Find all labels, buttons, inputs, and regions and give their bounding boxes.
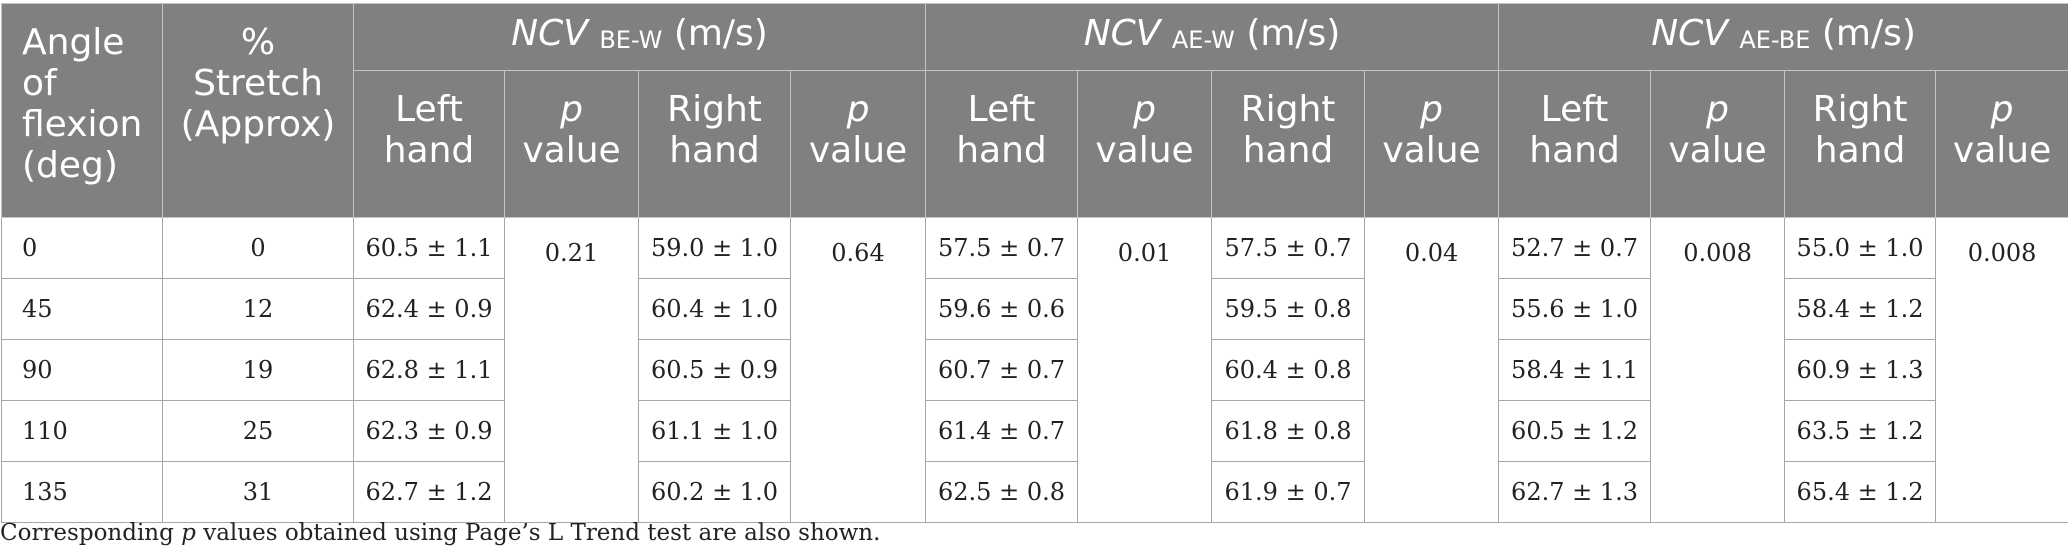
cell-stretch: 0	[162, 217, 354, 279]
cell-stretch: 25	[162, 400, 354, 462]
header-left-hand: Left hand	[925, 70, 1079, 218]
header-right-hand: Right hand	[638, 70, 791, 218]
data-table: Angle of flexion (deg) % Stretch (Approx) NCV…	[1, 3, 2068, 523]
header-group-ae-w: NCV AE-W (m/s)	[925, 3, 1500, 71]
cell-value: 59.5 ± 0.8	[1211, 278, 1366, 340]
table-container: Angle of flexion (deg) % Stretch (Approx) NCV…	[0, 3, 2068, 523]
cell-value: 61.9 ± 0.7	[1211, 461, 1366, 523]
cell-value: 55.6 ± 1.0	[1498, 278, 1652, 340]
header-p-value: p value	[1364, 70, 1500, 218]
cell-p-value: 0.04	[1364, 217, 1500, 523]
cell-value: 65.4 ± 1.2	[1784, 461, 1937, 523]
header-angle: Angle of flexion (deg)	[1, 3, 163, 218]
cell-value: 52.7 ± 0.7	[1498, 217, 1652, 279]
header-right-hand: Right hand	[1784, 70, 1937, 218]
table-footnote: Corresponding p values obtained using Pa…	[0, 520, 881, 546]
cell-value: 60.4 ± 1.0	[638, 278, 791, 340]
cell-value: 58.4 ± 1.1	[1498, 339, 1652, 401]
cell-p-value: 0.008	[1935, 217, 2068, 523]
cell-angle: 135	[1, 461, 163, 523]
cell-value: 60.5 ± 0.9	[638, 339, 791, 401]
cell-value: 62.7 ± 1.3	[1498, 461, 1652, 523]
header-left-hand: Left hand	[353, 70, 505, 218]
table-row: 90 19 62.8 ± 1.1 60.5 ± 0.9 60.7 ± 0.7 6…	[1, 339, 2068, 401]
header-p-value: p value	[1935, 70, 2068, 218]
cell-stretch: 31	[162, 461, 354, 523]
cell-value: 58.4 ± 1.2	[1784, 278, 1937, 340]
cell-p-value: 0.64	[789, 217, 927, 523]
cell-value: 57.5 ± 0.7	[1211, 217, 1366, 279]
header-group-be-w: NCV BE-W (m/s)	[352, 3, 927, 71]
cell-angle: 45	[1, 278, 163, 340]
cell-p-value: 0.008	[1650, 217, 1786, 523]
cell-value: 63.5 ± 1.2	[1784, 400, 1937, 462]
cell-angle: 90	[1, 339, 163, 401]
cell-value: 60.2 ± 1.0	[638, 461, 791, 523]
cell-value: 60.5 ± 1.2	[1498, 400, 1652, 462]
header-p-value: p value	[1650, 70, 1786, 218]
cell-value: 60.7 ± 0.7	[925, 339, 1079, 401]
table-row: 0 0 60.5 ± 1.1 0.21 59.0 ± 1.0 0.64 57.5…	[1, 217, 2068, 523]
cell-value: 62.7 ± 1.2	[353, 461, 505, 523]
table-row: 135 31 62.7 ± 1.2 60.2 ± 1.0 62.5 ± 0.8 …	[1, 461, 2068, 523]
cell-value: 61.8 ± 0.8	[1211, 400, 1366, 462]
cell-value: 61.1 ± 1.0	[638, 400, 791, 462]
header-right-hand: Right hand	[1211, 70, 1366, 218]
cell-value: 60.9 ± 1.3	[1784, 339, 1937, 401]
cell-p-value: 0.21	[504, 217, 639, 523]
header-group-ae-be: NCV AE-BE (m/s)	[1498, 3, 2068, 71]
cell-value: 62.5 ± 0.8	[925, 461, 1079, 523]
cell-value: 59.6 ± 0.6	[925, 278, 1079, 340]
cell-value: 60.4 ± 0.8	[1211, 339, 1366, 401]
header-left-hand: Left hand	[1498, 70, 1652, 218]
cell-value: 57.5 ± 0.7	[925, 217, 1079, 279]
header-p-value: p value	[1077, 70, 1213, 218]
cell-stretch: 19	[162, 339, 354, 401]
cell-value: 62.4 ± 0.9	[353, 278, 505, 340]
cell-value: 60.5 ± 1.1	[353, 217, 505, 279]
header-p-value: p value	[504, 70, 639, 218]
cell-value: 61.4 ± 0.7	[925, 400, 1079, 462]
cell-angle: 110	[1, 400, 163, 462]
cell-value: 62.3 ± 0.9	[353, 400, 505, 462]
cell-angle: 0	[1, 217, 163, 279]
header-stretch: % Stretch (Approx)	[162, 3, 354, 218]
cell-value: 59.0 ± 1.0	[638, 217, 791, 279]
cell-value: 55.0 ± 1.0	[1784, 217, 1937, 279]
cell-p-value: 0.01	[1077, 217, 1213, 523]
cell-value: 62.8 ± 1.1	[353, 339, 505, 401]
header-p-value: p value	[789, 70, 927, 218]
table-row: 110 25 62.3 ± 0.9 61.1 ± 1.0 61.4 ± 0.7 …	[1, 400, 2068, 462]
cell-stretch: 12	[162, 278, 354, 340]
